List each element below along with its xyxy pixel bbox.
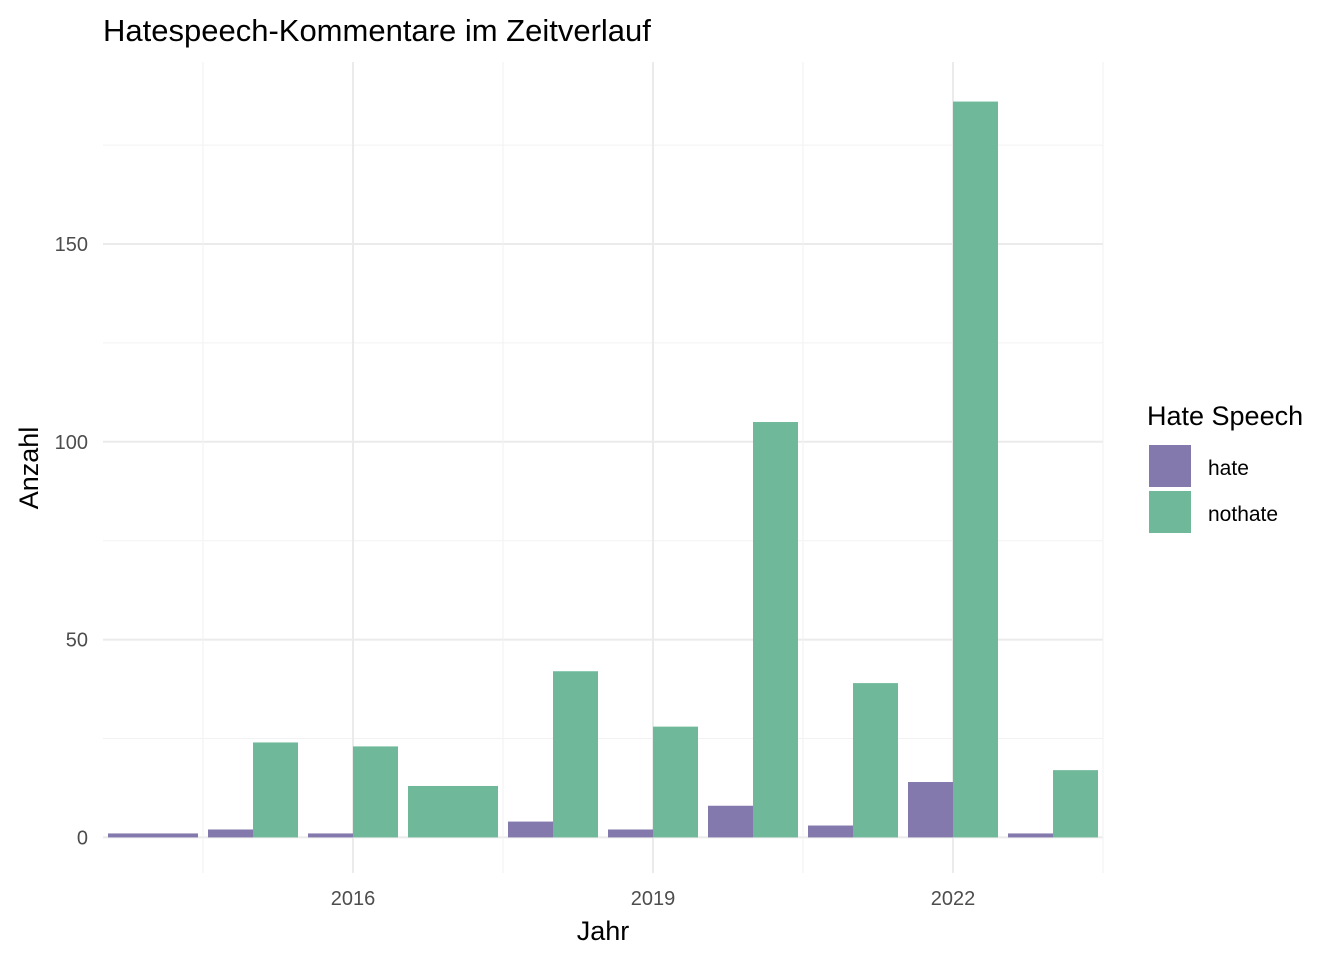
legend: Hate Speech hate nothate (1147, 401, 1303, 533)
legend-swatch-hate (1149, 445, 1191, 487)
bar-nothate-2020 (753, 422, 798, 838)
y-axis-title: Anzahl (14, 427, 44, 510)
chart-title: Hatespeech-Kommentare im Zeitverlauf (103, 13, 651, 48)
bar-nothate-2023 (1053, 770, 1098, 838)
x-axis-title: Jahr (577, 916, 630, 946)
bar-nothate-2022 (953, 101, 998, 838)
x-tick-label: 2019 (631, 888, 676, 910)
bar-hate-2018 (508, 821, 553, 838)
bar-hate-2019 (608, 829, 653, 838)
bar-nothate-2016 (353, 746, 398, 838)
bar-nothate-2021 (853, 683, 898, 838)
y-tick-label: 100 (55, 432, 88, 454)
x-tick-label: 2016 (331, 888, 376, 910)
bar-hate-2022 (908, 782, 953, 838)
y-tick-label: 150 (55, 234, 88, 256)
bar-nothate-2015 (253, 742, 298, 838)
x-tick-label: 2022 (931, 888, 976, 910)
bar-hate-2016 (308, 833, 353, 838)
bar-nothate-2019 (653, 726, 698, 838)
legend-title: Hate Speech (1147, 401, 1303, 431)
bar-hate-2020 (708, 805, 753, 838)
bar-hate-2023 (1008, 833, 1053, 838)
y-tick-label: 50 (66, 630, 88, 652)
bar-nothate-2017 (408, 785, 498, 838)
y-tick-label: 0 (77, 827, 88, 849)
legend-label-nothate: nothate (1208, 503, 1278, 526)
legend-swatch-nothate (1149, 491, 1191, 533)
bars (108, 101, 1098, 838)
bar-nothate-2018 (553, 671, 598, 838)
bar-hate-2014 (108, 833, 198, 838)
bar-hate-2021 (808, 825, 853, 838)
legend-label-hate: hate (1208, 457, 1249, 480)
axes: 0 50 100 150 2016 2019 2022 (55, 234, 976, 910)
bar-hate-2015 (208, 829, 253, 838)
